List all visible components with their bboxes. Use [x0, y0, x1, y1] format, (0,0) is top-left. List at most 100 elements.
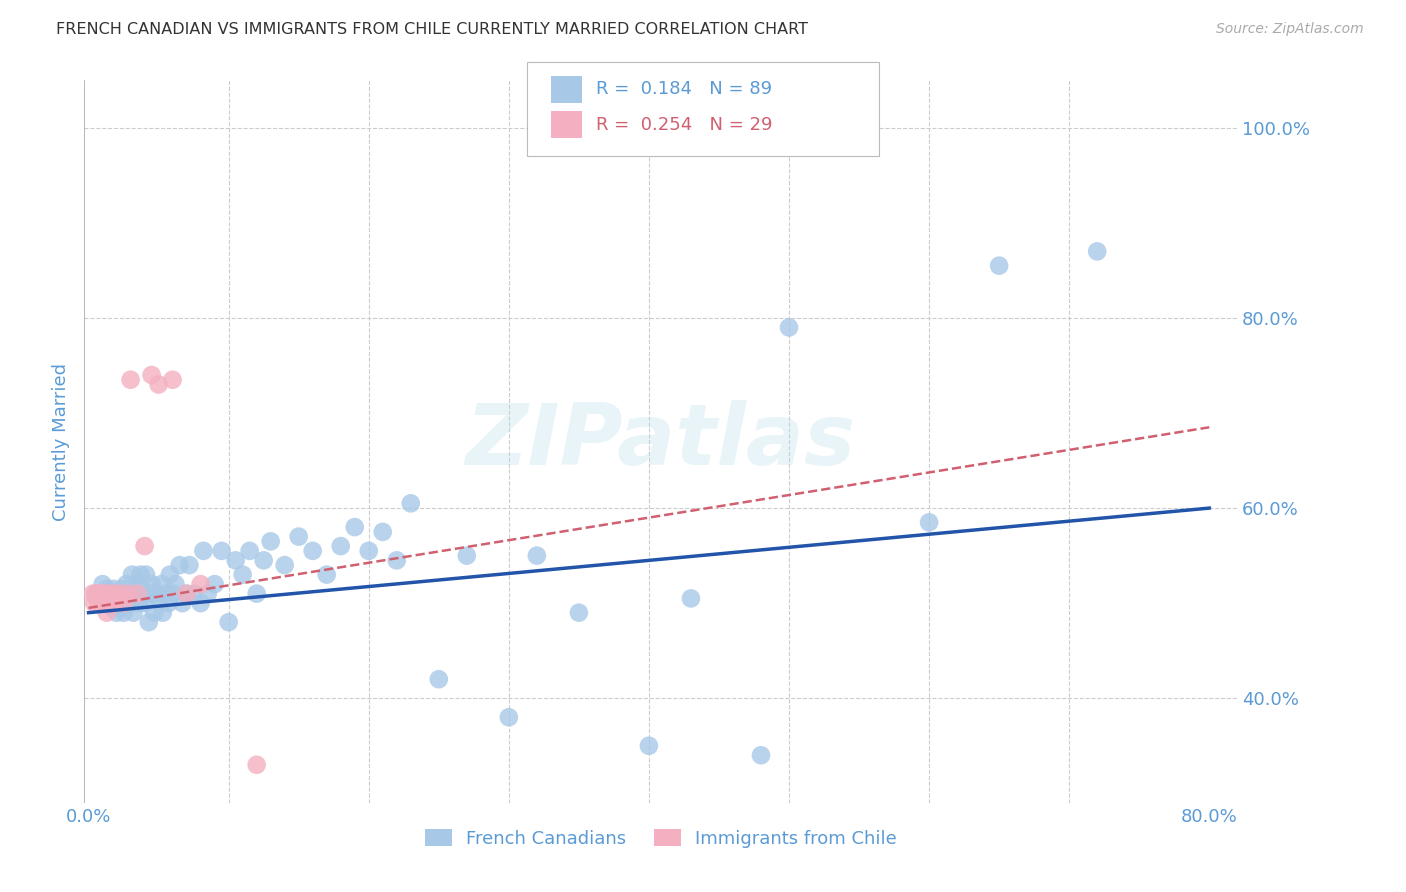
Point: [83, 596, 105, 610]
Point: [87, 587, 110, 601]
Point: [176, 587, 198, 601]
Point: [111, 582, 134, 596]
Point: [98, 591, 121, 606]
Point: [357, 544, 380, 558]
Point: [127, 587, 149, 601]
Point: [104, 596, 127, 610]
Point: [498, 710, 520, 724]
Point: [114, 591, 136, 606]
Point: [110, 591, 132, 606]
Point: [103, 591, 125, 606]
Point: [165, 577, 187, 591]
Point: [120, 596, 142, 610]
Point: [211, 544, 233, 558]
Point: [679, 591, 702, 606]
Point: [103, 587, 125, 601]
Point: [197, 587, 219, 601]
Point: [129, 567, 152, 582]
Point: [456, 549, 478, 563]
Point: [260, 534, 283, 549]
Point: [159, 567, 181, 582]
Text: ZIPatlas: ZIPatlas: [465, 400, 856, 483]
Point: [246, 587, 269, 601]
Point: [145, 587, 167, 601]
Point: [104, 591, 127, 606]
Point: [120, 373, 142, 387]
Point: [91, 591, 114, 606]
Point: [98, 587, 121, 601]
Point: [169, 558, 191, 573]
Point: [112, 596, 135, 610]
Point: [176, 587, 198, 601]
Text: FRENCH CANADIAN VS IMMIGRANTS FROM CHILE CURRENTLY MARRIED CORRELATION CHART: FRENCH CANADIAN VS IMMIGRANTS FROM CHILE…: [56, 22, 808, 37]
Point: [82, 587, 104, 601]
Point: [152, 606, 174, 620]
Point: [343, 520, 366, 534]
Point: [139, 587, 162, 601]
Y-axis label: Currently Married: Currently Married: [52, 362, 70, 521]
Point: [190, 577, 212, 591]
Point: [127, 577, 149, 591]
Point: [329, 539, 352, 553]
Point: [568, 606, 591, 620]
Point: [371, 524, 394, 539]
Point: [105, 587, 128, 601]
Point: [399, 496, 422, 510]
Point: [89, 596, 111, 610]
Point: [749, 748, 772, 763]
Point: [134, 539, 156, 553]
Point: [112, 587, 135, 601]
Point: [141, 577, 163, 591]
Point: [988, 259, 1011, 273]
Legend: French Canadians, Immigrants from Chile: French Canadians, Immigrants from Chile: [418, 822, 904, 855]
Point: [110, 587, 132, 601]
Point: [179, 558, 201, 573]
Point: [84, 587, 107, 601]
Point: [97, 587, 120, 601]
Point: [148, 591, 170, 606]
Point: [96, 606, 118, 620]
Point: [287, 530, 309, 544]
Point: [120, 591, 142, 606]
Point: [225, 553, 247, 567]
Point: [93, 587, 115, 601]
Point: [100, 587, 122, 601]
Point: [918, 516, 941, 530]
Point: [96, 582, 118, 596]
Point: [155, 587, 177, 601]
Point: [135, 567, 157, 582]
Text: R =  0.184   N = 89: R = 0.184 N = 89: [596, 80, 772, 98]
Point: [122, 606, 145, 620]
Point: [253, 553, 276, 567]
Point: [105, 606, 128, 620]
Point: [138, 615, 160, 630]
Point: [117, 587, 139, 601]
Point: [141, 368, 163, 382]
Text: R =  0.254   N = 29: R = 0.254 N = 29: [596, 116, 773, 134]
Point: [103, 582, 125, 596]
Point: [218, 615, 240, 630]
Point: [91, 596, 114, 610]
Point: [315, 567, 337, 582]
Point: [204, 577, 226, 591]
Point: [162, 373, 184, 387]
Point: [128, 596, 150, 610]
Point: [84, 587, 107, 601]
Point: [91, 577, 114, 591]
Point: [98, 596, 121, 610]
Point: [94, 596, 117, 610]
Point: [124, 587, 146, 601]
Point: [172, 596, 194, 610]
Point: [190, 596, 212, 610]
Point: [427, 672, 450, 686]
Point: [157, 596, 180, 610]
Point: [90, 587, 112, 601]
Point: [162, 587, 184, 601]
Point: [273, 558, 295, 573]
Point: [107, 591, 129, 606]
Point: [127, 591, 149, 606]
Point: [94, 596, 117, 610]
Point: [143, 606, 166, 620]
Point: [239, 544, 262, 558]
Point: [121, 567, 143, 582]
